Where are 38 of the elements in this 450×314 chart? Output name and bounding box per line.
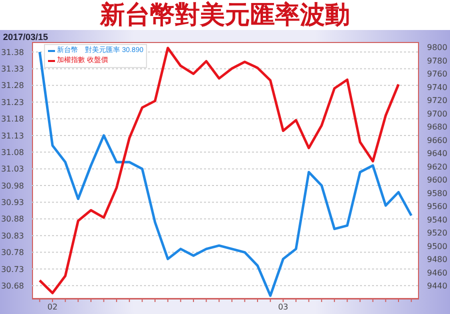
y2-tick-label: 9640 — [427, 149, 448, 158]
y2-tick-label: 9720 — [427, 96, 448, 106]
y2-tick-label: 9660 — [427, 136, 448, 145]
y2-tick-label: 9440 — [427, 282, 448, 291]
y2-tick-label: 9520 — [427, 228, 448, 238]
y-tick-label: 30.68 — [1, 281, 24, 290]
y2-tick-label: 9700 — [427, 109, 448, 118]
y-tick-label: 31.13 — [1, 131, 24, 140]
y2-tick-label: 9460 — [427, 268, 448, 278]
y2-tick-label: 9620 — [427, 162, 448, 172]
y2-tick-label: 9580 — [427, 188, 448, 198]
chart-subtitle: 2017/03/15 — [3, 32, 48, 42]
y2-tick-label: 9500 — [427, 242, 448, 251]
y-tick-label: 31.08 — [1, 148, 24, 157]
y-tick-label: 30.88 — [1, 214, 24, 224]
y2-tick-label: 9680 — [427, 122, 448, 132]
y-tick-label: 31.18 — [1, 114, 24, 124]
x-tick-label: 03 — [278, 302, 288, 312]
y-tick-label: 31.38 — [1, 48, 24, 57]
y2-tick-label: 9740 — [427, 82, 448, 92]
y-tick-label: 30.98 — [1, 181, 24, 190]
y-tick-label: 31.23 — [1, 98, 24, 107]
y-tick-label: 30.83 — [1, 231, 24, 240]
y-tick-label: 30.93 — [1, 198, 24, 208]
y-tick-label: 30.78 — [1, 248, 24, 258]
chart-title: 新台幣對美元匯率波動 — [98, 0, 351, 30]
y-tick-label: 31.03 — [1, 164, 24, 174]
y2-tick-label: 9760 — [427, 70, 448, 79]
y-tick-label: 31.28 — [1, 81, 24, 90]
y2-tick-label: 9540 — [427, 215, 448, 224]
x-tick-label: 02 — [47, 302, 58, 312]
y2-tick-label: 9560 — [427, 202, 448, 212]
y2-tick-label: 9600 — [427, 176, 448, 185]
y2-tick-label: 9480 — [427, 255, 448, 264]
y-tick-label: 31.33 — [1, 64, 24, 74]
y-tick-label: 30.73 — [1, 264, 24, 274]
y2-tick-label: 9780 — [427, 56, 448, 66]
y2-tick-label: 9800 — [427, 43, 448, 52]
